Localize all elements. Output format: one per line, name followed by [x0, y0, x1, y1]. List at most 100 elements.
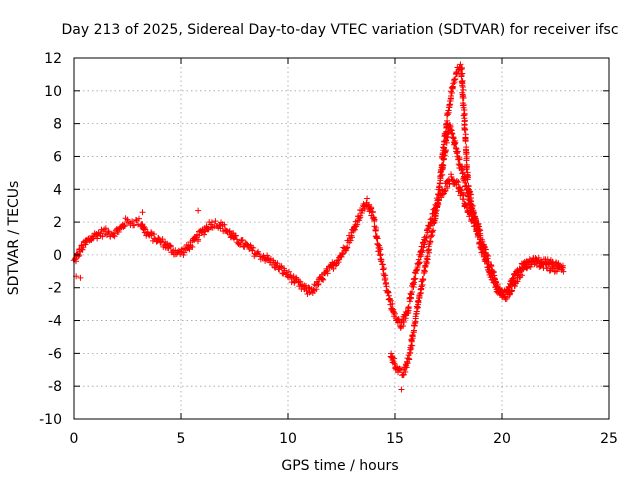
- axis-ticks: [73, 57, 610, 420]
- data-point-sdtvar: [409, 280, 416, 287]
- data-point-sdtvar-secondary: [450, 80, 457, 87]
- data-point-sdtvar: [75, 253, 82, 260]
- data-point-sdtvar: [221, 221, 228, 228]
- data-point-sdtvar: [335, 259, 342, 266]
- data-point-sdtvar-secondary: [420, 276, 427, 283]
- data-point-sdtvar: [319, 276, 326, 283]
- data-point-sdtvar-tertiary: [448, 129, 455, 136]
- x-tick-label: 0: [70, 431, 79, 447]
- data-point-sdtvar-secondary: [427, 239, 434, 246]
- data-point-sdtvar-secondary: [434, 197, 441, 204]
- data-point-sdtvar-tertiary: [452, 145, 459, 152]
- data-point-sdtvar: [121, 223, 128, 230]
- y-tick-label: -4: [48, 314, 62, 330]
- data-point-sdtvar: [102, 225, 109, 232]
- data-point-sdtvar: [386, 296, 393, 303]
- data-point-sdtvar-secondary: [389, 354, 396, 361]
- data-point-sdtvar-secondary: [491, 278, 498, 285]
- data-point-outliers: [139, 209, 146, 216]
- data-point-sdtvar: [460, 196, 467, 203]
- data-point-sdtvar: [264, 252, 271, 259]
- y-tick-label: -2: [48, 281, 62, 297]
- data-point-sdtvar: [324, 270, 331, 277]
- data-point-sdtvar: [380, 265, 387, 272]
- data-point-sdtvar: [372, 226, 379, 233]
- data-point-sdtvar-tertiary: [477, 227, 484, 234]
- data-point-sdtvar-secondary: [510, 275, 517, 282]
- data-point-sdtvar-secondary: [422, 263, 429, 270]
- y-tick-label: 0: [53, 248, 62, 264]
- data-point-sdtvar-tertiary: [455, 161, 462, 168]
- data-point-sdtvar-tertiary: [452, 139, 459, 146]
- y-tick-label: -10: [39, 412, 62, 428]
- data-point-sdtvar-tertiary: [474, 222, 481, 229]
- data-point-sdtvar: [131, 222, 138, 229]
- data-point-sdtvar-secondary: [535, 254, 542, 261]
- data-point-sdtvar: [419, 247, 426, 254]
- plot-frame: [73, 57, 610, 420]
- data-point-sdtvar: [344, 244, 351, 251]
- x-tick-label: 10: [279, 431, 297, 447]
- data-point-sdtvar-tertiary: [453, 145, 460, 152]
- data-point-sdtvar: [189, 243, 196, 250]
- data-point-sdtvar: [400, 323, 407, 330]
- data-point-sdtvar: [201, 231, 208, 238]
- data-point-sdtvar: [334, 257, 341, 264]
- data-point-sdtvar: [244, 241, 251, 248]
- data-point-sdtvar: [302, 282, 309, 289]
- data-point-sdtvar-tertiary: [442, 147, 449, 154]
- data-point-sdtvar: [375, 248, 382, 255]
- data-point-sdtvar-secondary: [451, 79, 458, 86]
- data-point-sdtvar: [401, 319, 408, 326]
- data-point-sdtvar: [286, 268, 293, 275]
- data-point-sdtvar-secondary: [460, 86, 467, 93]
- data-point-sdtvar-secondary: [409, 342, 416, 349]
- data-point-sdtvar-tertiary: [461, 175, 468, 182]
- data-point-sdtvar-secondary: [452, 76, 459, 83]
- data-point-sdtvar: [232, 232, 239, 239]
- data-point-sdtvar: [438, 194, 445, 201]
- data-point-sdtvar-tertiary: [438, 171, 445, 178]
- data-point-sdtvar-secondary: [448, 90, 455, 97]
- data-point-sdtvar: [250, 244, 257, 251]
- data-point-sdtvar: [208, 219, 215, 226]
- data-point-sdtvar-secondary: [522, 263, 529, 270]
- data-point-sdtvar: [453, 177, 460, 184]
- data-point-sdtvar: [349, 234, 356, 241]
- y-tick-label: 8: [53, 117, 62, 133]
- data-point-sdtvar: [369, 209, 376, 216]
- data-point-sdtvar: [284, 273, 291, 280]
- data-point-sdtvar: [387, 297, 394, 304]
- data-points: [70, 61, 567, 393]
- chart-title: Day 213 of 2025, Sidereal Day-to-day VTE…: [61, 22, 618, 38]
- data-point-sdtvar-tertiary: [456, 156, 463, 163]
- data-point-sdtvar: [129, 218, 136, 225]
- data-point-sdtvar-secondary: [560, 268, 567, 275]
- data-point-outliers: [195, 207, 202, 214]
- data-point-sdtvar: [374, 235, 381, 242]
- data-point-sdtvar: [371, 216, 378, 223]
- data-point-sdtvar-secondary: [490, 279, 497, 286]
- y-tick-label: 6: [53, 149, 62, 165]
- data-point-sdtvar-secondary: [559, 262, 566, 269]
- data-point-sdtvar: [305, 284, 312, 291]
- data-point-sdtvar: [405, 304, 412, 311]
- data-point-sdtvar: [368, 205, 375, 212]
- data-point-sdtvar: [124, 216, 131, 223]
- data-point-sdtvar-secondary: [462, 137, 469, 144]
- data-point-sdtvar: [99, 233, 106, 240]
- data-point-sdtvar-tertiary: [473, 217, 480, 224]
- data-point-sdtvar-secondary: [436, 184, 443, 191]
- data-point-sdtvar: [371, 223, 378, 230]
- data-point-sdtvar: [239, 236, 246, 243]
- data-point-sdtvar: [237, 242, 244, 249]
- data-point-sdtvar-secondary: [457, 61, 464, 68]
- data-point-sdtvar: [374, 241, 381, 248]
- data-point-sdtvar: [274, 260, 281, 267]
- data-point-sdtvar-secondary: [444, 117, 451, 124]
- x-axis-label: GPS time / hours: [281, 458, 398, 474]
- data-point-sdtvar-secondary: [459, 82, 466, 89]
- data-point-sdtvar: [412, 275, 419, 282]
- data-point-sdtvar-secondary: [463, 155, 470, 162]
